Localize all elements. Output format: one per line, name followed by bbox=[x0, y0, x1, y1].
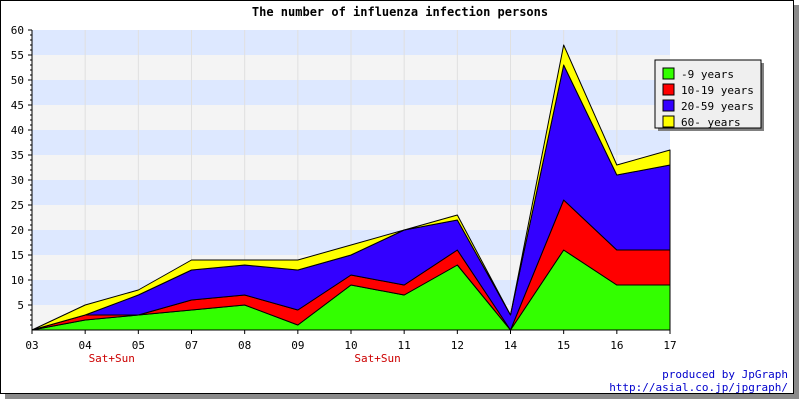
credit-link[interactable]: http://asial.co.jp/jpgraph/ bbox=[609, 381, 788, 394]
y-tick-label: 25 bbox=[11, 199, 24, 212]
x-tick-label: 15 bbox=[557, 339, 570, 352]
x-category-note: Sat+Sun bbox=[89, 352, 135, 365]
area-series-4 bbox=[31, 44, 671, 331]
credit-line: produced by JpGraph bbox=[662, 368, 788, 381]
y-tick-label: 15 bbox=[11, 249, 24, 262]
y-tick-label: 50 bbox=[11, 74, 24, 87]
x-tick-label: 09 bbox=[291, 339, 304, 352]
legend-swatch bbox=[662, 83, 675, 96]
y-tick-label: 40 bbox=[11, 124, 24, 137]
y-tick-label: 20 bbox=[11, 224, 24, 237]
x-tick-label: 07 bbox=[185, 339, 198, 352]
legend-label: 60- years bbox=[681, 116, 741, 129]
y-tick-label: 10 bbox=[11, 274, 24, 287]
x-tick-label: 04 bbox=[79, 339, 93, 352]
legend-label: -9 years bbox=[681, 68, 734, 81]
chart-title: The number of influenza infection person… bbox=[252, 5, 548, 19]
x-tick-label: 11 bbox=[398, 339, 411, 352]
x-tick-label: 16 bbox=[610, 339, 623, 352]
x-tick-label: 05 bbox=[132, 339, 145, 352]
legend-swatch bbox=[662, 99, 675, 112]
y-tick-label: 5 bbox=[17, 299, 24, 312]
x-tick-label: 12 bbox=[451, 339, 464, 352]
legend-swatch bbox=[662, 67, 675, 80]
y-tick-label: 60 bbox=[11, 24, 24, 37]
x-tick-label: 17 bbox=[663, 339, 676, 352]
x-tick-label: 10 bbox=[344, 339, 357, 352]
y-tick-label: 35 bbox=[11, 149, 24, 162]
legend-label: 20-59 years bbox=[681, 100, 754, 113]
x-tick-label: 14 bbox=[504, 339, 518, 352]
legend-swatch bbox=[662, 115, 675, 128]
x-category-note: Sat+Sun bbox=[354, 352, 400, 365]
x-tick-label: 03 bbox=[25, 339, 38, 352]
y-tick-label: 55 bbox=[11, 49, 24, 62]
y-tick-label: 45 bbox=[11, 99, 24, 112]
y-tick-label: 30 bbox=[11, 174, 24, 187]
x-tick-label: 08 bbox=[238, 339, 251, 352]
legend-label: 10-19 years bbox=[681, 84, 754, 97]
